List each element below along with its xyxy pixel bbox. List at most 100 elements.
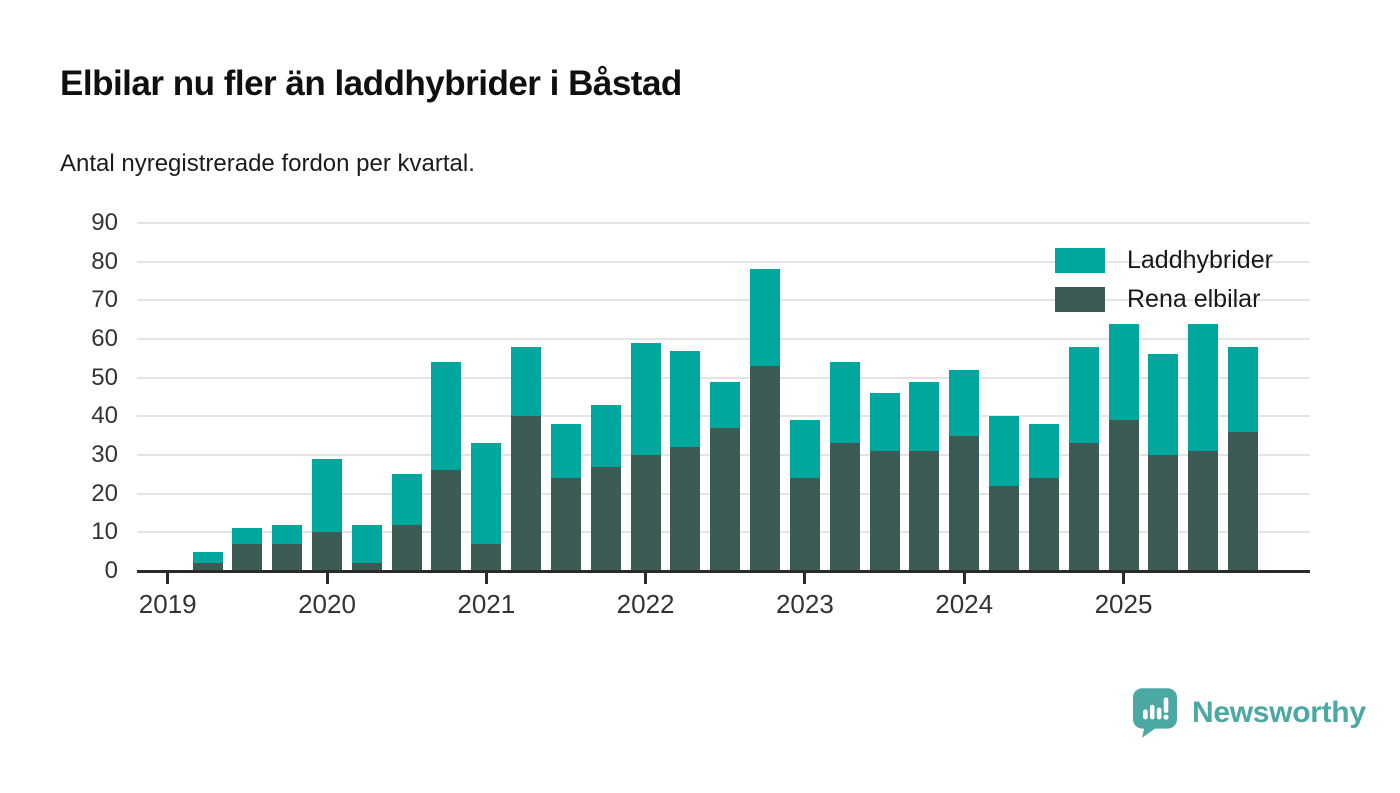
bar-2021-q2 — [511, 346, 542, 571]
x-tick-2019 — [166, 573, 170, 584]
segment-rena-elbilar — [1148, 455, 1179, 571]
segment-laddhybrider — [1188, 323, 1219, 452]
segment-laddhybrider — [391, 474, 422, 525]
segment-laddhybrider — [351, 524, 382, 564]
chart-title: Elbilar nu fler än laddhybrider i Båstad — [60, 64, 682, 103]
segment-laddhybrider — [829, 362, 860, 444]
segment-laddhybrider — [1227, 346, 1258, 432]
segment-laddhybrider — [312, 458, 342, 533]
y-axis-labels: 0 10 20 30 40 50 60 70 80 90 — [50, 209, 118, 584]
bar-2024-q1 — [949, 369, 980, 571]
segment-rena-elbilar — [1188, 451, 1219, 571]
x-tick-2021 — [484, 573, 488, 584]
newsworthy-bubble-icon — [1133, 688, 1177, 738]
x-tick-2023 — [803, 573, 807, 584]
bar-2020-q4 — [431, 362, 462, 571]
bar-2025-q2 — [1148, 354, 1179, 571]
bar-2021-q4 — [590, 404, 621, 571]
segment-laddhybrider — [1148, 354, 1179, 455]
bar-2019-q4 — [272, 524, 303, 571]
segment-laddhybrider — [909, 381, 940, 452]
segment-rena-elbilar — [869, 451, 900, 571]
gridline-70 — [137, 299, 1310, 302]
gridline-80 — [137, 260, 1310, 263]
x-tick-label-2022: 2022 — [616, 589, 675, 619]
x-tick-label-2024: 2024 — [935, 589, 994, 619]
x-tick-label-2021: 2021 — [457, 589, 516, 619]
x-tick-label-2020: 2020 — [298, 589, 356, 619]
x-tick-label-2023: 2023 — [775, 589, 834, 619]
legend-item-laddhybrider: Laddhybrider — [1055, 245, 1273, 274]
y-tick-label-40: 40 — [91, 402, 118, 430]
segment-rena-elbilar — [949, 435, 980, 571]
segment-rena-elbilar — [670, 447, 701, 571]
segment-rena-elbilar — [1227, 431, 1258, 571]
bar-2024-q3 — [1028, 424, 1059, 571]
legend-item-rena-elbilar: Rena elbilar — [1055, 284, 1273, 313]
segment-rena-elbilar — [590, 466, 621, 571]
segment-laddhybrider — [550, 424, 581, 479]
segment-laddhybrider — [232, 528, 263, 544]
y-tick-label-30: 30 — [91, 441, 118, 468]
x-tick-2022 — [644, 573, 648, 584]
x-tick-2020 — [325, 573, 329, 584]
segment-rena-elbilar — [750, 366, 781, 571]
bar-2021-q3 — [550, 424, 581, 571]
y-tick-label-70: 70 — [91, 286, 118, 314]
y-tick-label-10: 10 — [91, 518, 118, 546]
legend: Laddhybrider Rena elbilar — [1055, 245, 1273, 325]
segment-rena-elbilar — [550, 478, 581, 571]
segment-laddhybrider — [431, 362, 462, 471]
bar-2025-q4 — [1227, 346, 1258, 571]
y-tick-label-50: 50 — [91, 363, 118, 391]
segment-laddhybrider — [272, 524, 303, 544]
segment-laddhybrider — [750, 269, 781, 367]
legend-label-rena-elbilar: Rena elbilar — [1127, 284, 1261, 313]
segment-rena-elbilar — [391, 524, 422, 571]
segment-laddhybrider — [511, 346, 542, 417]
segment-laddhybrider — [869, 393, 900, 452]
bar-2023-q3 — [869, 393, 900, 571]
segment-rena-elbilar — [232, 543, 263, 571]
bar-2025-q1 — [1108, 323, 1139, 571]
segment-laddhybrider — [590, 404, 621, 467]
bar-2022-q3 — [710, 381, 741, 571]
bar-2022-q1 — [630, 342, 661, 571]
segment-rena-elbilar — [829, 443, 860, 571]
segment-rena-elbilar — [989, 485, 1020, 571]
segment-rena-elbilar — [909, 451, 940, 571]
legend-label-laddhybrider: Laddhybrider — [1127, 245, 1273, 274]
segment-rena-elbilar — [192, 563, 223, 571]
segment-rena-elbilar — [789, 478, 820, 571]
segment-laddhybrider — [471, 443, 502, 544]
segment-laddhybrider — [1028, 424, 1059, 479]
gridline-90 — [137, 222, 1310, 224]
y-tick-label-60: 60 — [91, 325, 118, 352]
segment-rena-elbilar — [511, 416, 542, 571]
y-tick-label-0: 0 — [104, 557, 118, 584]
x-tick-label-2025: 2025 — [1094, 589, 1153, 619]
plot-area: 2019 2020 2021 2022 2023 2024 2025 — [137, 222, 1310, 619]
segment-rena-elbilar — [471, 543, 502, 571]
bar-2021-q1 — [471, 443, 502, 571]
y-tick-label-90: 90 — [91, 209, 118, 236]
segment-laddhybrider — [192, 551, 223, 564]
segment-rena-elbilar — [1028, 478, 1059, 571]
bar-2024-q2 — [989, 416, 1020, 571]
bar-2019-q2 — [192, 551, 223, 571]
y-tick-label-80: 80 — [91, 247, 118, 275]
x-tick-2024 — [962, 573, 966, 584]
segment-rena-elbilar — [630, 455, 661, 571]
bar-2020-q3 — [391, 474, 422, 571]
newsworthy-logo: Newsworthy — [1133, 688, 1366, 738]
bar-2019-q3 — [232, 528, 263, 571]
bar-2023-q2 — [829, 362, 860, 571]
y-tick-label-20: 20 — [91, 479, 118, 507]
segment-laddhybrider — [710, 381, 741, 428]
legend-swatch-laddhybrider — [1055, 247, 1105, 273]
bar-2020-q1 — [312, 458, 342, 571]
x-axis-line — [137, 570, 1310, 573]
newsworthy-wordmark: Newsworthy — [1192, 696, 1366, 729]
segment-laddhybrider — [789, 420, 820, 479]
segment-rena-elbilar — [272, 543, 303, 571]
